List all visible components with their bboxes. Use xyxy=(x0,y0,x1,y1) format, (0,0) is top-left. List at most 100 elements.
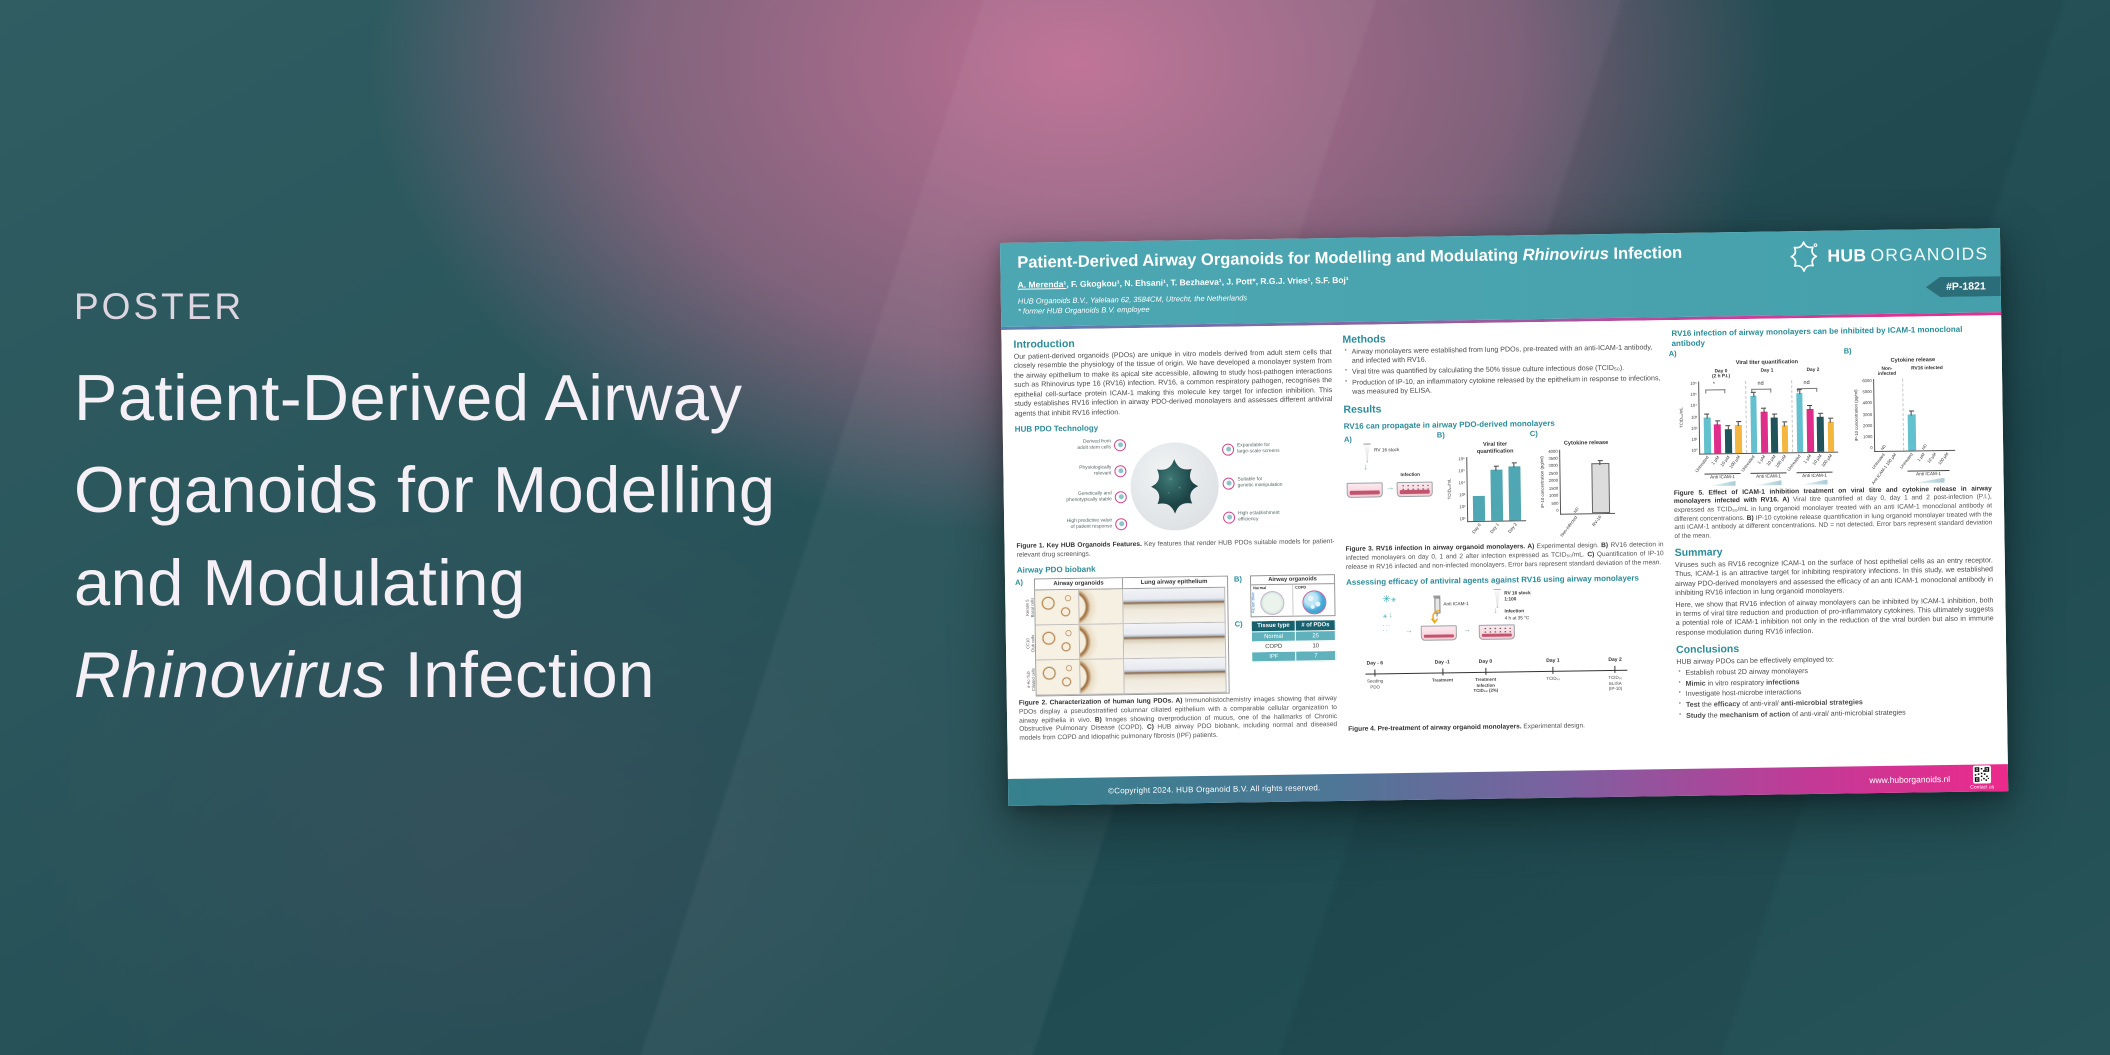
table-header: Tissue type xyxy=(1251,620,1296,633)
c-slot xyxy=(1825,379,1836,452)
feature-label: Suitable for genetic manipulation xyxy=(1237,477,1283,489)
x-tick-label: 1 μM xyxy=(1915,451,1926,462)
c-ylab: IP-10 concentration (pg/ml) xyxy=(1853,389,1860,441)
qr-code-icon xyxy=(1972,765,1992,784)
y-tick: 10³ xyxy=(1459,492,1466,498)
treated-dish xyxy=(1420,625,1457,642)
c-slot xyxy=(1888,378,1901,450)
conclusions-list: Establish robust 2D airway monolayersMim… xyxy=(1676,664,1995,722)
organoid-label: Normal xyxy=(1253,586,1267,591)
feature-item: Suitable for genetic manipulation xyxy=(1222,477,1283,490)
logo-text-organoids: ORGANOIDS xyxy=(1870,243,1989,266)
y-tick: 10⁰ xyxy=(1691,448,1698,454)
fig3-chartB-wrap: B) Viral titer quantification TCID₅₀/mL 10… xyxy=(1436,430,1527,542)
c-err xyxy=(1771,413,1777,419)
organoid-image xyxy=(1129,441,1220,532)
figure4-caption: Figure 4. Pre-treatment of airway organo… xyxy=(1348,722,1586,734)
c-bar xyxy=(1806,404,1814,452)
row-label-text: α-Ac-Tub Ciliated cells xyxy=(1025,667,1036,691)
histology-image xyxy=(1124,658,1227,695)
results-heading: Results xyxy=(1343,403,1382,416)
c-gt: RV16 infected xyxy=(1911,365,1943,372)
rv16-stock-label: RV 16 stock xyxy=(1374,446,1400,453)
feature-icon xyxy=(1114,491,1127,504)
x-tick-label: Day 0 xyxy=(1470,522,1482,535)
c-glbl: Non-infected RV-16 xyxy=(1559,513,1614,537)
c-title: Cytokine release xyxy=(1563,439,1609,447)
hub-organoids-logo: HUB ORGANOIDS xyxy=(1787,237,1988,273)
histology-image xyxy=(1035,590,1080,626)
copyright-text: ©Copyright 2024. HUB Organoid B.V. All r… xyxy=(1108,783,1321,796)
infected-dish xyxy=(1396,481,1433,497)
poster: Patient-Derived Airway Organoids for Mod… xyxy=(1000,228,2009,806)
c-err xyxy=(1493,465,1499,471)
c-ubr: Anti ICAM-1 xyxy=(1907,469,1950,478)
panel-label: A) xyxy=(1343,434,1352,444)
y-tick: 2000 xyxy=(1862,422,1873,429)
anti-icam1-label: Anti ICAM-1 xyxy=(1443,601,1469,607)
arrow-right-icon: → xyxy=(1404,626,1413,636)
c-slot xyxy=(1905,378,1918,451)
c-slot xyxy=(1733,381,1745,453)
histology-image xyxy=(1123,588,1226,625)
c-ubr: Anti ICAM-1 xyxy=(1750,472,1787,480)
histology-image xyxy=(1036,660,1081,696)
y-tick: 10¹ xyxy=(1691,436,1698,442)
c-slot: ND xyxy=(1917,378,1930,451)
c-err xyxy=(1807,404,1813,410)
c-body: TCID₅₀/mL 10⁶ 10⁵ 10⁴ 10³ 10² 10¹ Day 0 Day 1 Day… xyxy=(1445,456,1527,541)
y-tick: 10⁴ xyxy=(1458,480,1466,486)
inhibition-heading: RV16 infection of airway monolayers can … xyxy=(1671,324,1963,349)
organoid-copd: COPD xyxy=(1293,584,1334,616)
arrow-right-icon: → xyxy=(1385,481,1395,493)
pdo-tech-heading: HUB PDO Technology xyxy=(1014,423,1099,434)
rv16-stock-label: RV 16 stock 1:100 xyxy=(1504,590,1531,602)
y-tick: 3500 xyxy=(1548,455,1558,461)
y-tick: 10⁶ xyxy=(1458,456,1465,462)
c-yax: 6000 5000 4000 3000 2000 1000 0 xyxy=(1859,378,1874,451)
c-xl: RV-16 xyxy=(1587,513,1612,532)
qr-code[interactable]: Contact us xyxy=(1970,765,1994,791)
c-gt: Day 1 xyxy=(1760,368,1774,374)
c-xl: Untreated xyxy=(1786,453,1804,472)
row-label: CC10 Club cells xyxy=(1025,626,1036,662)
infection-label: Infection xyxy=(1504,608,1525,614)
c-xl: Untreated xyxy=(1740,453,1758,472)
c-glbl: Untreated Anti ICAM-1 100 μM xyxy=(1870,451,1902,485)
poster-header: Patient-Derived Airway Organoids for Mod… xyxy=(1000,228,2002,327)
column-left: Introduction Our patient-derived organoi… xyxy=(1013,332,1338,779)
c-gsub: Anti ICAM-1 xyxy=(1699,472,1745,487)
website-link[interactable]: www.huborganoids.nl xyxy=(1869,773,1951,785)
hero-text-block: POSTER Patient-Derived Airway Organoids … xyxy=(74,286,776,721)
c-ylab: TCID₅₀/mL xyxy=(1446,479,1452,500)
feature-icon xyxy=(1222,477,1235,490)
c-group xyxy=(1467,456,1526,522)
poster-body: Introduction Our patient-derived organoi… xyxy=(1001,315,2008,779)
column-middle: Methods Airway monolayers were establish… xyxy=(1342,327,1667,774)
intro-paragraph: Our patient-derived organoids (PDOs) are… xyxy=(1013,348,1333,418)
x-tick-label: 100 μM xyxy=(1936,451,1950,466)
c-ubr: Anti ICAM-1 xyxy=(1704,472,1741,481)
pdo-count-table: Tissue type # of PDOs Normal 25 COPD 10 IPF… xyxy=(1251,619,1337,663)
feature-icon xyxy=(1115,518,1128,531)
fig3-experimental-design: A) RV 16 stock ↓ → Infection xyxy=(1344,433,1434,542)
c-bar xyxy=(1771,413,1779,453)
feature-item: Expandable for large-scale screens xyxy=(1222,443,1280,456)
arrow-down-icon: ↓ xyxy=(1388,610,1393,620)
c-group: ND xyxy=(1902,377,1956,451)
c-body: TCID₅₀/mL 10⁶ 10⁵ 10⁴ 10³ 10² 10¹ 10⁰ Day 0 (2 h… xyxy=(1677,367,1839,486)
virus-dots xyxy=(1400,483,1429,490)
y-tick: 0 xyxy=(1870,445,1873,451)
poster-id-badge: #P-1821 xyxy=(1926,276,2001,297)
c-bar xyxy=(1781,421,1789,453)
c-tri xyxy=(1913,478,1945,483)
fig5-cytokine-chart: Cytokine release IP-10 concentration (pg/… xyxy=(1852,357,1956,485)
y-tick: 1000 xyxy=(1548,493,1559,499)
panel-label: B) xyxy=(1436,430,1445,440)
c-lblrow: Day 0 Day 1 Day 2 xyxy=(1467,521,1526,541)
feature-icon xyxy=(1222,443,1235,456)
feature-label: Derived from adult stem cells xyxy=(1077,439,1112,451)
figure2-biobank: A) Keratin 5 Basal cells CC10 Club cells… xyxy=(1015,574,1337,697)
c-nd: ND xyxy=(1571,505,1580,514)
c-err xyxy=(1908,410,1915,416)
